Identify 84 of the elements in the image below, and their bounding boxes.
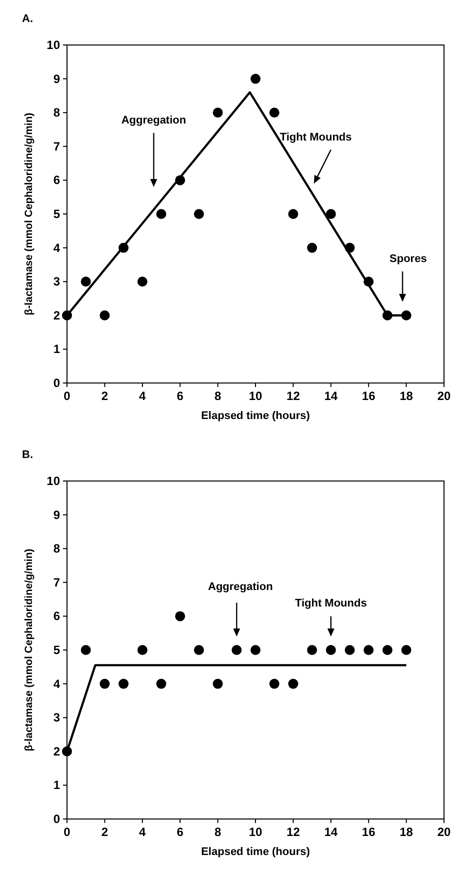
point: [100, 678, 110, 689]
y-tick-label: 0: [53, 376, 60, 390]
y-axis-title: β-lactamase (mmol Cephaloridine/g/min): [23, 548, 35, 752]
chart-title: A.: [22, 13, 33, 25]
x-tick-label: 6: [176, 389, 184, 403]
x-tick-label: 20: [437, 825, 451, 839]
x-tick-label: 0: [64, 389, 71, 403]
x-axis-title: Elapsed time (hours): [201, 846, 310, 858]
point: [269, 678, 280, 689]
y-tick-label: 10: [46, 38, 60, 52]
x-tick-label: 12: [286, 825, 300, 839]
point: [232, 645, 242, 655]
y-tick-label: 10: [46, 474, 60, 488]
y-tick-label: 8: [53, 542, 60, 556]
x-tick-label: 16: [362, 389, 376, 403]
point: [118, 678, 129, 689]
y-tick-label: 5: [53, 643, 60, 657]
y-tick-label: 7: [53, 575, 60, 590]
x-tick-label: 8: [214, 825, 222, 839]
y-tick-label: 1: [53, 342, 60, 356]
point: [80, 645, 91, 655]
point: [269, 108, 280, 118]
point: [212, 108, 223, 118]
y-tick-label: 5: [53, 207, 60, 221]
annotation: Spores: [390, 252, 427, 265]
point: [382, 645, 392, 655]
annotation: Tight Mounds: [294, 598, 367, 610]
point: [401, 645, 412, 655]
y-tick-label: 3: [53, 710, 60, 725]
x-tick-label: 4: [139, 389, 146, 403]
x-tick-label: 4: [139, 825, 146, 839]
y-tick-label: 7: [53, 139, 60, 154]
annotation: Tight Mounds: [280, 131, 352, 144]
x-tick-label: 14: [324, 825, 338, 839]
point: [156, 678, 166, 689]
annotation: Aggregation: [208, 580, 274, 593]
point: [194, 209, 204, 219]
x-tick-label: 18: [400, 389, 414, 403]
point: [288, 209, 298, 219]
point: [364, 645, 374, 655]
y-axis-title: β-lactamase (mmol Cephaloridine/g/min): [23, 112, 35, 316]
point: [100, 310, 110, 320]
x-tick-label: 2: [101, 825, 108, 839]
y-tick-label: 2: [53, 744, 60, 758]
x-tick-label: 14: [324, 389, 338, 403]
y-tick-label: 9: [53, 72, 60, 86]
point: [175, 611, 186, 622]
point: [250, 74, 260, 84]
y-tick-label: 9: [53, 508, 60, 522]
y-tick-label: 6: [53, 173, 60, 188]
y-tick-label: 4: [53, 676, 60, 691]
x-tick-label: 16: [362, 825, 376, 839]
y-tick-label: 6: [53, 609, 60, 624]
x-tick-label: 10: [248, 389, 262, 403]
x-tick-label: 12: [286, 389, 300, 403]
y-tick-label: 8: [53, 106, 60, 120]
x-tick-label: 2: [101, 389, 108, 403]
point: [80, 276, 91, 287]
y-tick-label: 4: [53, 240, 60, 255]
x-tick-label: 20: [437, 389, 451, 403]
y-tick-label: 2: [53, 308, 60, 322]
x-tick-label: 0: [64, 825, 71, 839]
point: [137, 276, 148, 287]
point: [137, 645, 148, 655]
y-tick-label: 1: [53, 778, 60, 792]
point: [288, 678, 298, 689]
x-tick-label: 10: [248, 825, 262, 839]
point: [344, 645, 355, 655]
point: [250, 645, 260, 655]
x-tick-label: 18: [400, 825, 414, 839]
point: [156, 209, 166, 219]
x-axis-title: Elapsed time (hours): [201, 410, 310, 422]
point: [194, 645, 204, 655]
point: [326, 645, 336, 655]
point: [307, 242, 318, 253]
y-tick-label: 3: [53, 274, 60, 289]
annotation: Aggregation: [121, 114, 186, 126]
chart-title: B.: [22, 449, 33, 461]
x-tick-label: 8: [214, 389, 222, 403]
y-tick-label: 0: [53, 812, 60, 826]
point: [212, 678, 223, 689]
point: [326, 209, 336, 219]
point: [307, 645, 318, 655]
x-tick-label: 6: [176, 825, 184, 839]
